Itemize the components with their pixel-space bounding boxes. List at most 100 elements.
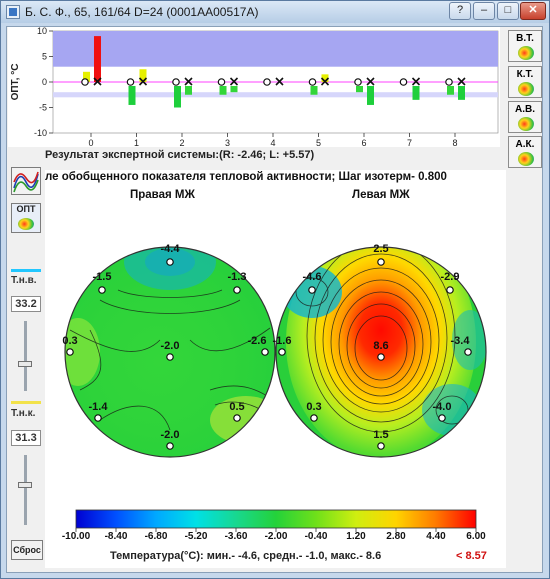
left-measure-point bbox=[308, 286, 316, 294]
opt-bar-left bbox=[321, 74, 329, 82]
left-point-label: -4.6 bbox=[303, 271, 322, 283]
minimize-button[interactable]: – bbox=[473, 2, 495, 20]
opt-bar-right bbox=[447, 86, 454, 95]
opt-bar-right bbox=[356, 86, 363, 93]
side-button-ak-label: А.К. bbox=[515, 139, 535, 150]
side-button-vt[interactable]: В.Т. bbox=[508, 30, 542, 62]
opt-bar-left bbox=[367, 86, 374, 105]
title-bar: Б. С. Ф., 65, 161/64 D=24 (0001AA00517A)… bbox=[1, 1, 549, 23]
tnk-slider-thumb[interactable] bbox=[18, 482, 32, 488]
right-breast-title: Правая МЖ bbox=[130, 189, 195, 201]
tnv-value: 33.2 bbox=[11, 296, 41, 312]
opt-x-tick-label: 0 bbox=[88, 138, 93, 147]
tnk-slider-track[interactable] bbox=[24, 455, 27, 525]
right-measure-point bbox=[94, 414, 102, 422]
close-button[interactable]: ✕ bbox=[520, 2, 546, 20]
opt-marker-right bbox=[172, 78, 180, 86]
side-button-ak[interactable]: А.К. bbox=[508, 136, 542, 168]
opt-band-upper bbox=[53, 31, 498, 67]
left-measure-point bbox=[377, 353, 385, 361]
left-point-label: -2.9 bbox=[441, 271, 460, 283]
thermal-map-icon bbox=[518, 46, 534, 60]
thermogram-icon bbox=[13, 171, 39, 193]
left-measure-point bbox=[438, 414, 446, 422]
opt-marker-right bbox=[354, 78, 362, 86]
left-breast-map bbox=[276, 247, 486, 457]
opt-bar-left bbox=[139, 69, 147, 82]
opt-axis-label: ОПТ, °С bbox=[10, 64, 21, 101]
opt-y-tick-label: -5 bbox=[39, 103, 47, 113]
left-point-label: -4.0 bbox=[433, 401, 452, 413]
opt-bar-right bbox=[128, 86, 136, 105]
right-point-label: -1.3 bbox=[228, 271, 247, 283]
opt-bar-right bbox=[310, 86, 318, 95]
right-measure-point bbox=[98, 286, 106, 294]
max-temperature-marker: < 8.57 bbox=[456, 550, 487, 562]
right-point-label: -2.0 bbox=[161, 429, 180, 441]
help-button[interactable]: ? bbox=[449, 2, 471, 20]
left-point-label: -1.6 bbox=[273, 335, 292, 347]
colorbar-label: 2.80 bbox=[386, 531, 406, 542]
opt-y-tick-label: 0 bbox=[42, 77, 47, 87]
opt-marker-left bbox=[275, 77, 284, 86]
side-button-vt-label: В.Т. bbox=[516, 33, 534, 44]
tnv-slider-thumb[interactable] bbox=[18, 361, 32, 367]
opt-y-tick-label: 5 bbox=[42, 52, 47, 62]
maximize-button[interactable]: □ bbox=[497, 2, 519, 20]
left-point-label: 0.3 bbox=[306, 401, 321, 413]
expert-result-text: Результат экспертной системы:(R: -2.46; … bbox=[45, 149, 315, 161]
opt-bar-right bbox=[219, 86, 227, 95]
left-measure-point bbox=[310, 414, 318, 422]
opt-marker-right bbox=[445, 78, 453, 86]
left-breast-title: Левая МЖ bbox=[352, 189, 410, 201]
opt-marker-right bbox=[217, 78, 226, 86]
opt-x-tick-label: 2 bbox=[179, 138, 184, 147]
colorbar-label: -10.00 bbox=[61, 531, 91, 542]
opt-bar-right bbox=[174, 86, 181, 108]
thermal-map-icon bbox=[518, 152, 534, 166]
opt-marker-left bbox=[411, 77, 421, 86]
tnv-slider-track[interactable] bbox=[24, 321, 27, 391]
side-button-av-label: А.В. bbox=[515, 104, 535, 115]
right-measure-point bbox=[166, 353, 174, 361]
opt-marker-right bbox=[81, 78, 89, 86]
temperature-colorbar bbox=[75, 509, 477, 529]
left-measure-point bbox=[377, 442, 385, 450]
left-toolbar: ОПТ Т.н.в. 33.2 Т.н.к. 31.3 bbox=[8, 165, 42, 573]
opt-band-lower bbox=[53, 92, 498, 98]
colorbar-label: 1.20 bbox=[346, 531, 366, 542]
opt-bar-left bbox=[458, 86, 465, 100]
opt-y-tick-label: 10 bbox=[37, 27, 47, 36]
temperature-summary: Температура(°С): мин.- -4.6, средн.- -1.… bbox=[110, 550, 382, 562]
opt-x-tick-label: 1 bbox=[134, 138, 139, 147]
right-measure-point bbox=[166, 442, 174, 450]
tnv-label: Т.н.в. bbox=[11, 275, 37, 286]
left-measure-point bbox=[377, 258, 385, 266]
right-breast-outline bbox=[64, 246, 276, 458]
left-point-label: 1.5 bbox=[373, 429, 388, 441]
left-point-label: -3.4 bbox=[451, 335, 471, 347]
opt-y-tick-label: -10 bbox=[34, 128, 47, 138]
right-point-label: -1.4 bbox=[89, 401, 109, 413]
opt-marker-right bbox=[399, 78, 408, 86]
thermogram-button[interactable] bbox=[11, 167, 41, 195]
left-measure-point bbox=[464, 348, 472, 356]
tnk-label: Т.н.к. bbox=[11, 408, 36, 419]
opt-marker-right bbox=[308, 78, 317, 86]
right-point-label: -1.5 bbox=[93, 271, 112, 283]
opt-marker-right bbox=[126, 78, 135, 86]
left-measure-point bbox=[278, 348, 286, 356]
opt-x-tick-label: 3 bbox=[225, 138, 230, 147]
opt-button[interactable]: ОПТ bbox=[11, 203, 41, 233]
side-button-kt[interactable]: К.Т. bbox=[508, 66, 542, 98]
side-button-av[interactable]: А.В. bbox=[508, 101, 542, 133]
thermal-map-icon bbox=[518, 82, 534, 96]
right-point-label: -2.0 bbox=[161, 340, 180, 352]
left-point-label: 2.5 bbox=[373, 243, 388, 255]
app-icon bbox=[6, 5, 20, 19]
colorbar-label: -6.80 bbox=[144, 531, 168, 542]
opt-x-tick-label: 4 bbox=[270, 138, 275, 147]
tnk-value: 31.3 bbox=[11, 430, 41, 446]
reset-button[interactable]: Сброс bbox=[11, 540, 43, 560]
